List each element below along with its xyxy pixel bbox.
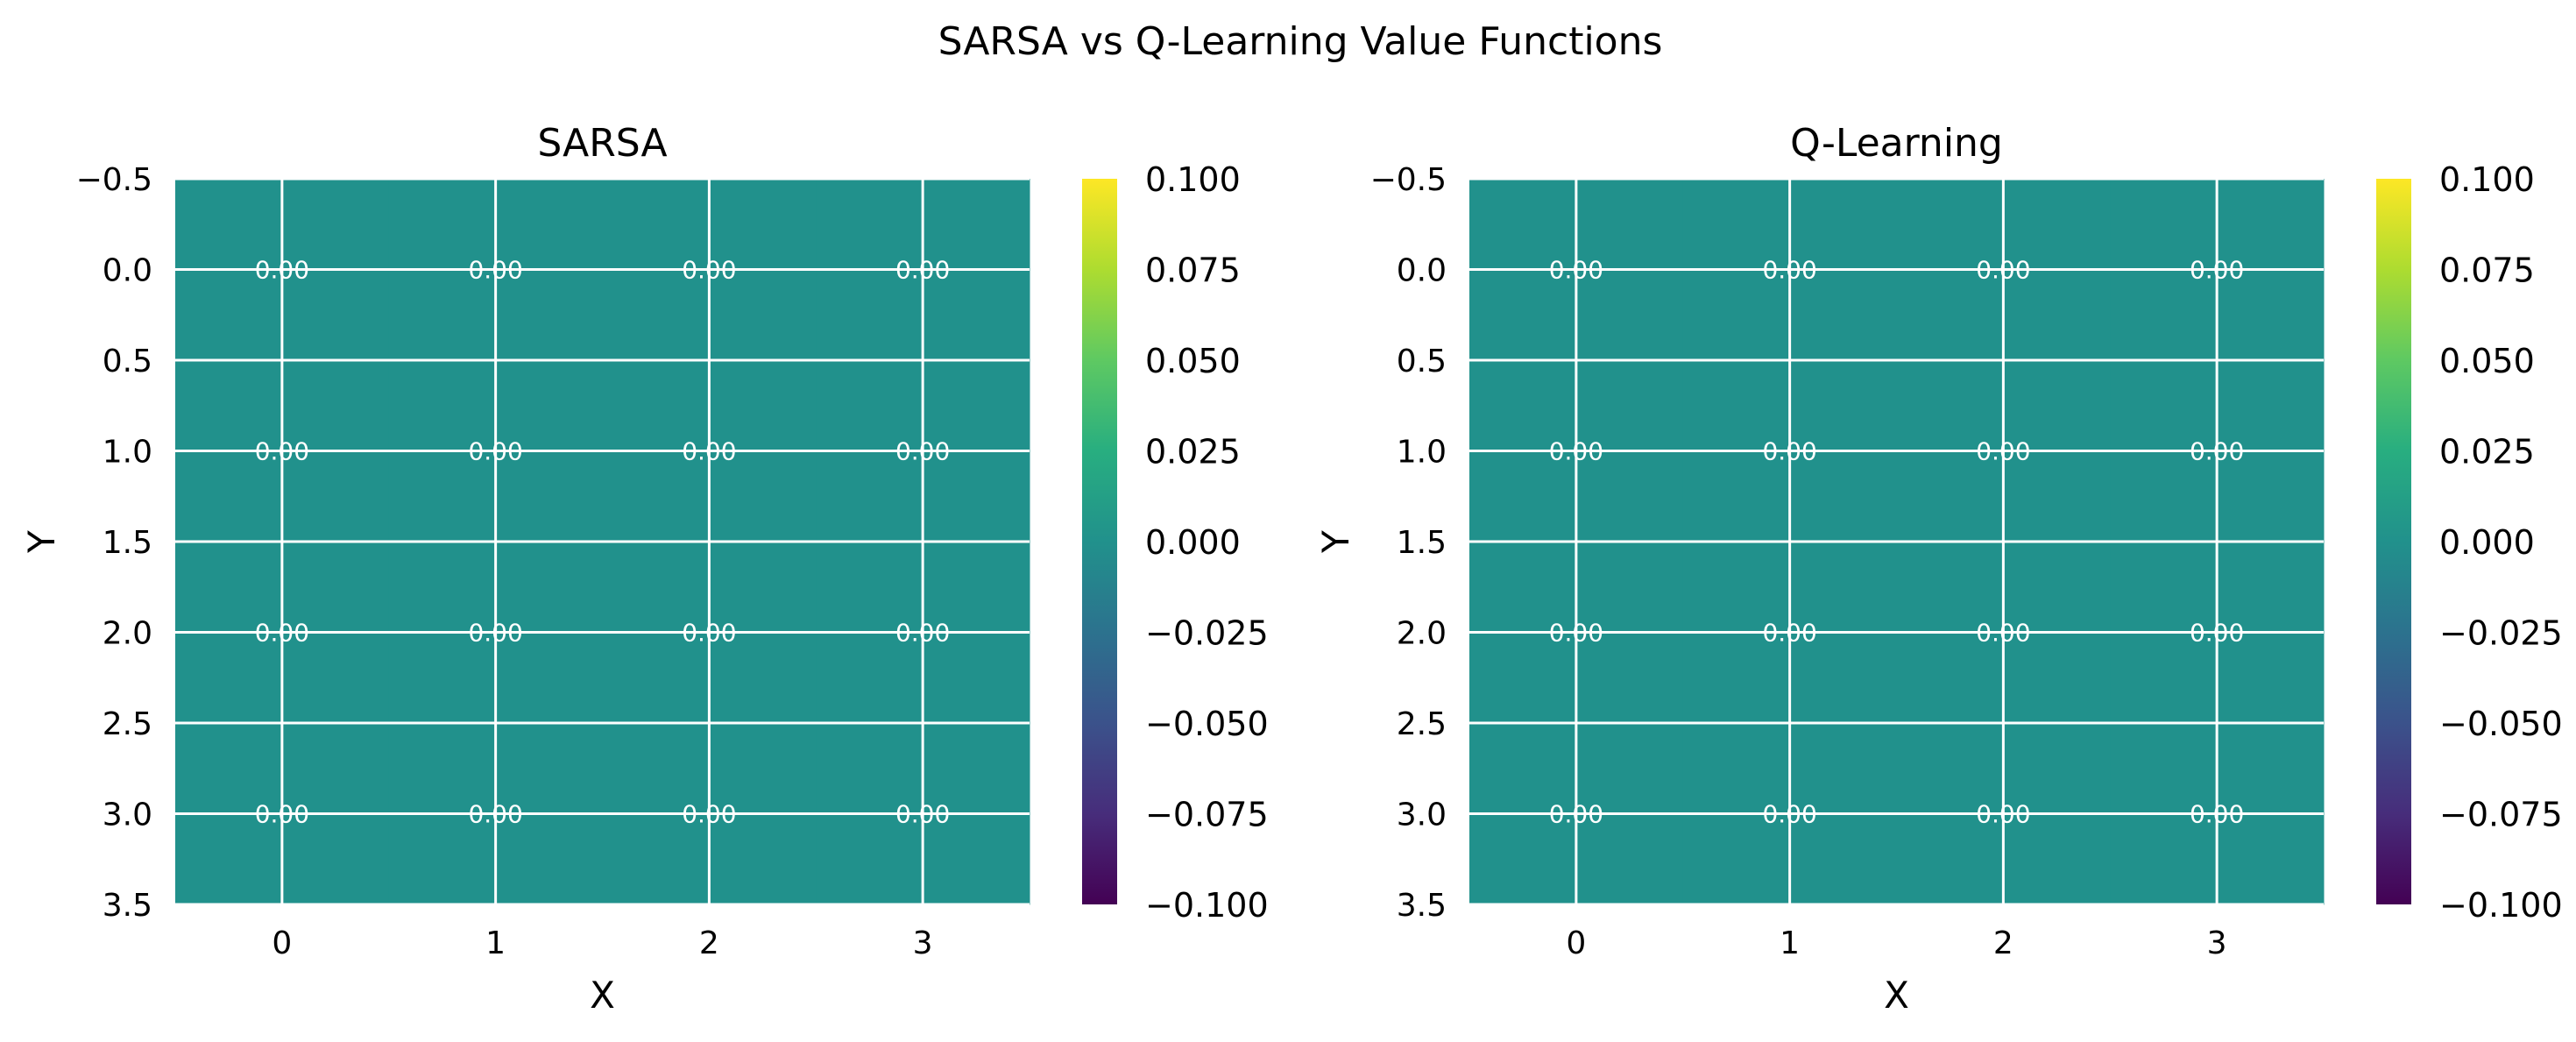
colorbar [1082,179,1117,904]
cell-annotation: 0.00 [2190,619,2244,648]
y-tick-label: 2.0 [1397,616,1447,652]
colorbar-tick-label: 0.000 [1145,523,1241,562]
y-tick-label: 2.5 [1397,706,1447,742]
y-tick-label: 3.0 [103,797,152,833]
y-tick-label: 3.5 [103,888,152,924]
cell-annotation: 0.00 [255,619,309,648]
y-axis-label: Y [20,530,63,554]
cell-annotation: 0.00 [895,800,950,829]
panel-title: Q-Learning [1790,121,2003,166]
cell-annotation: 0.00 [1762,800,1816,829]
x-tick-label: 1 [485,925,506,961]
x-tick-label: 1 [1780,925,1800,961]
colorbar-tick-label: −0.075 [1145,796,1269,834]
cell-annotation: 0.00 [255,800,309,829]
y-tick-label: 2.5 [103,706,152,742]
cell-annotation: 0.00 [468,437,522,466]
cell-annotation: 0.00 [895,437,950,466]
cell-annotation: 0.00 [1976,256,2030,285]
y-tick-label: −0.5 [1370,162,1447,198]
colorbar-tick-label: 0.100 [2439,160,2535,199]
cell-annotation: 0.00 [1549,256,1603,285]
x-axis-label: X [590,974,615,1017]
colorbar-tick-label: 0.100 [1145,160,1241,199]
y-tick-label: 1.0 [103,435,152,471]
x-axis-label: X [1884,974,1909,1017]
cell-annotation: 0.00 [468,800,522,829]
colorbar-tick-label: 0.050 [2439,342,2535,380]
colorbar-tick-label: −0.075 [2439,796,2563,834]
colorbar-tick-label: 0.075 [1145,252,1241,290]
cell-annotation: 0.00 [2190,437,2244,466]
cell-annotation: 0.00 [1549,437,1603,466]
y-tick-label: 3.5 [1397,888,1447,924]
colorbar-tick-label: −0.100 [2439,886,2563,925]
colorbar-tick-label: −0.025 [2439,614,2563,653]
cell-annotation: 0.00 [1762,437,1816,466]
colorbar-tick-label: 0.050 [1145,342,1241,380]
y-tick-label: 3.0 [1397,797,1447,833]
colorbar-tick-label: −0.050 [1145,705,1269,743]
cell-annotation: 0.00 [895,256,950,285]
y-tick-label: 0.0 [103,253,152,289]
y-tick-label: 0.5 [103,344,152,379]
colorbar-tick-label: −0.100 [1145,886,1269,925]
y-tick-label: 0.0 [1397,253,1447,289]
heatmap-panel: 0.00 0.00 0.00 0.000.00 0.00 0.00 0.000.00 0.00… [1314,121,2563,1017]
cell-annotation: 0.00 [1976,619,2030,648]
cell-annotation: 0.00 [682,619,736,648]
cell-annotation: 0.00 [682,800,736,829]
x-tick-label: 2 [699,925,719,961]
colorbar-tick-label: 0.025 [2439,433,2535,471]
x-tick-label: 0 [272,925,292,961]
colorbar-tick-label: 0.000 [2439,523,2535,562]
y-tick-label: −0.5 [76,162,152,198]
cell-annotation: 0.00 [1549,619,1603,648]
colorbar-tick-label: −0.050 [2439,705,2563,743]
heatmap-panel: 0.00 0.00 0.00 0.000.00 0.00 0.00 0.000.00 0.00… [20,121,1269,1017]
x-tick-label: 3 [2207,925,2227,961]
x-tick-label: 0 [1566,925,1586,961]
y-tick-label: 2.0 [103,616,152,652]
cell-annotation: 0.00 [1762,619,1816,648]
cell-annotation: 0.00 [255,256,309,285]
colorbar-tick-label: 0.025 [1145,433,1241,471]
y-tick-label: 1.5 [1397,525,1447,561]
cell-annotation: 0.00 [2190,800,2244,829]
cell-annotation: 0.00 [468,256,522,285]
colorbar-tick-label: −0.025 [1145,614,1269,653]
cell-annotation: 0.00 [255,437,309,466]
y-tick-label: 0.5 [1397,344,1447,379]
cell-annotation: 0.00 [1762,256,1816,285]
cell-annotation: 0.00 [2190,256,2244,285]
cell-annotation: 0.00 [682,437,736,466]
cell-annotation: 0.00 [682,256,736,285]
colorbar-tick-label: 0.075 [2439,252,2535,290]
x-tick-label: 2 [1993,925,2013,961]
x-tick-label: 3 [913,925,933,961]
cell-annotation: 0.00 [895,619,950,648]
cell-annotation: 0.00 [1976,437,2030,466]
colorbar [2376,179,2411,904]
y-tick-label: 1.5 [103,525,152,561]
figure-title: SARSA vs Q-Learning Value Functions [938,19,1663,64]
y-axis-label: Y [1314,530,1357,554]
cell-annotation: 0.00 [468,619,522,648]
cell-annotation: 0.00 [1549,800,1603,829]
panel-title: SARSA [537,121,667,166]
y-tick-label: 1.0 [1397,435,1447,471]
cell-annotation: 0.00 [1976,800,2030,829]
